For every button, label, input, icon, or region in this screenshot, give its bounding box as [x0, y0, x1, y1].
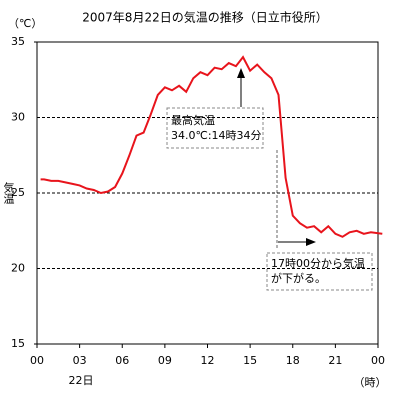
annotation-box — [166, 107, 264, 149]
y-label: 気温 — [2, 181, 15, 204]
arrow-head — [237, 68, 245, 78]
x-tick-label: 15 — [243, 354, 257, 367]
annotation-text: 17時00分から気温 — [271, 256, 365, 270]
y-tick-label: 25 — [11, 186, 25, 199]
annotation-text: 34.0℃:14時34分 — [171, 129, 262, 142]
y-tick-label: 20 — [11, 262, 25, 275]
y-unit: （℃） — [8, 17, 42, 30]
y-tick-label: 30 — [11, 111, 25, 124]
chart-title: 2007年8月22日の気温の推移（日立市役所） — [82, 10, 327, 25]
annotation-text: が下がる。 — [271, 271, 326, 285]
temperature-line — [40, 55, 383, 238]
x-tick-label: 00 — [371, 354, 385, 367]
x-tick-label: 06 — [115, 354, 129, 367]
x-tick-label: 12 — [201, 354, 215, 367]
annotation-text: 最高気温 — [171, 113, 215, 127]
x-tick-label: 21 — [328, 354, 342, 367]
x-tick-label: 09 — [158, 354, 172, 367]
x-unit: （時） — [354, 376, 387, 389]
date-label: 22日 — [69, 374, 94, 387]
arrow-head — [306, 238, 316, 246]
x-tick-label: 03 — [73, 354, 87, 367]
y-tick-label: 35 — [11, 35, 25, 48]
x-tick-label: 18 — [286, 354, 300, 367]
x-tick-label: 00 — [30, 354, 44, 367]
y-tick-label: 15 — [11, 337, 25, 350]
annotation-box — [266, 252, 373, 291]
